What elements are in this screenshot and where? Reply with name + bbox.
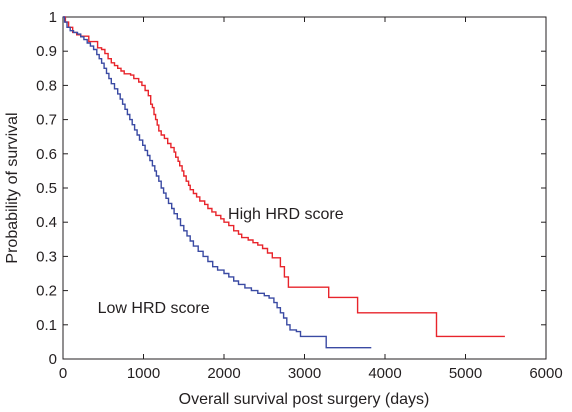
y-tick-label: 0.3 — [36, 248, 57, 265]
x-tick-label: 0 — [59, 365, 67, 382]
y-axis-title: Probability of survival — [4, 112, 21, 263]
y-tick-label: 0.8 — [36, 77, 57, 94]
y-tick-label: 1 — [49, 9, 57, 26]
y-tick-label: 0.5 — [36, 180, 57, 197]
x-tick-label: 6000 — [529, 365, 562, 382]
y-tick-label: 0.7 — [36, 112, 57, 129]
y-tick-label: 0.1 — [36, 317, 57, 334]
x-tick-label: 5000 — [449, 365, 482, 382]
y-tick-label: 0.6 — [36, 146, 57, 163]
series-line-high-hrd — [63, 16, 505, 338]
x-tick-label: 2000 — [207, 365, 240, 382]
x-axis-title: Overall survival post surgery (days) — [179, 391, 430, 408]
x-axis-ticks: 0 1000 2000 3000 4000 5000 6000 — [59, 17, 563, 382]
y-tick-label: 0.2 — [36, 283, 57, 300]
y-axis-ticks: 0 0.1 0.2 0.3 0.4 0.5 0.6 0.7 0.8 0.9 1 — [36, 9, 546, 368]
annotation-label: Low HRD score — [98, 300, 210, 317]
x-tick-label: 4000 — [368, 365, 401, 382]
series-line-low-hrd — [63, 16, 372, 349]
x-tick-label: 1000 — [127, 365, 160, 382]
series-layer — [63, 16, 505, 349]
annotation-label: High HRD score — [228, 206, 344, 223]
y-tick-label: 0.9 — [36, 43, 57, 60]
annotation-layer: High HRD score Low HRD score — [98, 206, 344, 317]
x-tick-label: 3000 — [288, 365, 321, 382]
y-tick-label: 0 — [49, 351, 57, 368]
y-tick-label: 0.4 — [36, 214, 57, 231]
